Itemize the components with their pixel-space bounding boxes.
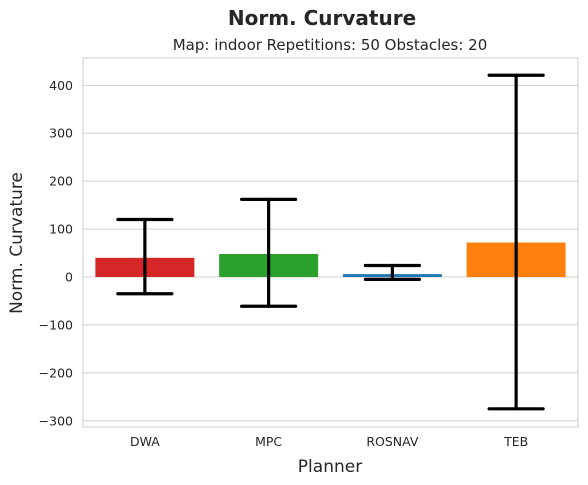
y-tick-label: 200 — [49, 174, 73, 189]
y-tick-label: −100 — [39, 317, 73, 332]
grid-lines — [83, 84, 578, 422]
y-tick-label: 400 — [49, 78, 73, 93]
y-tick-label: 300 — [49, 126, 73, 141]
y-axis-label: Norm. Curvature — [7, 172, 27, 314]
bars — [95, 242, 566, 278]
y-tick-label: −300 — [39, 413, 73, 428]
x-axis-label: Planner — [298, 457, 362, 477]
x-tick-label: DWA — [130, 434, 160, 449]
x-tick-label: ROSNAV — [366, 434, 419, 449]
y-tick-labels: −300 −200 −100 0 100 200 300 400 — [39, 78, 73, 428]
error-bars — [116, 73, 545, 411]
x-tick-label: MPC — [255, 434, 282, 449]
x-tick-label: TEB — [503, 434, 528, 449]
y-tick-label: 100 — [49, 222, 73, 237]
y-tick-label: 0 — [65, 270, 73, 285]
plot-frame — [82, 57, 579, 428]
chart-title: Norm. Curvature — [228, 6, 416, 30]
x-tick-labels: DWA MPC ROSNAV TEB — [130, 434, 528, 449]
y-tick-label: −200 — [39, 365, 73, 380]
chart-subtitle: Map: indoor Repetitions: 50 Obstacles: 2… — [173, 36, 488, 54]
